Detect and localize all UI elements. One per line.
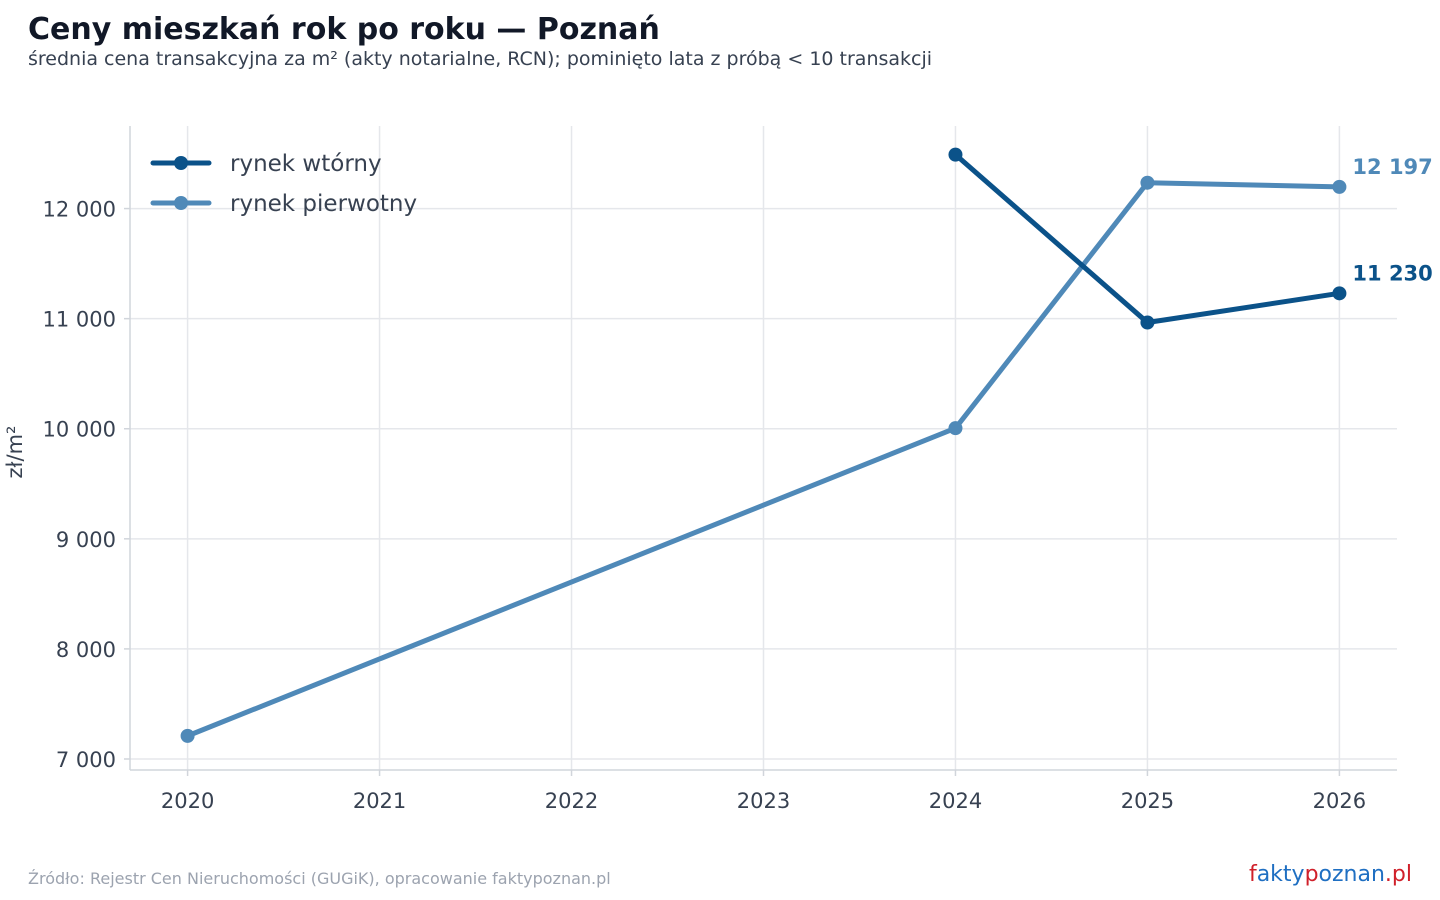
- y-tick-label: 8 000: [56, 638, 116, 662]
- brand-logo-part: p: [1304, 862, 1319, 887]
- x-tick-label: 2020: [161, 789, 214, 813]
- x-tick-label: 2025: [1121, 789, 1174, 813]
- source-note: Źródło: Rejestr Cen Nieruchomości (GUGiK…: [28, 869, 611, 888]
- line-chart: 2020 2021 2022 2023 2024 2025 2026 7 000 8 000 9 …: [3, 126, 1433, 813]
- x-tick-label: 2023: [737, 789, 790, 813]
- y-tick-label: 9 000: [56, 528, 116, 552]
- series-line: [185, 180, 1342, 739]
- y-tick-label: 10 000: [43, 418, 116, 442]
- x-tick-label: 2022: [545, 789, 598, 813]
- data-point: [948, 421, 963, 436]
- legend-swatch-marker: [174, 156, 188, 170]
- data-point: [1332, 179, 1347, 194]
- data-point: [1140, 315, 1155, 330]
- legend-label: rynek pierwotny: [230, 191, 417, 217]
- brand-logo-part: .pl: [1384, 862, 1412, 887]
- x-tick-label: 2024: [929, 789, 982, 813]
- data-point: [180, 728, 195, 743]
- brand-logo-part: oznan: [1318, 862, 1385, 887]
- y-axis-title: zł/m²: [3, 426, 27, 479]
- brand-logo-part: f: [1248, 862, 1257, 887]
- data-point: [1332, 286, 1347, 301]
- y-tick-label: 12 000: [43, 198, 116, 222]
- end-value-label: 12 197: [1352, 155, 1432, 179]
- chart-title: Ceny mieszkań rok po roku — Poznań: [28, 12, 660, 47]
- legend-label: rynek wtórny: [230, 151, 382, 177]
- chart-subtitle: średnia cena transakcyjna za m² (akty no…: [28, 48, 933, 70]
- grid-layer: [130, 126, 1397, 770]
- axis-layer: 2020 2021 2022 2023 2024 2025 2026 7 000 8 000 9 …: [3, 126, 1397, 813]
- y-tick-label: 7 000: [56, 748, 116, 772]
- legend-swatch-marker: [174, 196, 188, 210]
- brand-logo-part: akty: [1256, 862, 1305, 887]
- y-tick-label: 11 000: [43, 308, 116, 332]
- series-layer: 12 197 11 230: [180, 147, 1433, 743]
- x-tick-label: 2021: [353, 789, 406, 813]
- brand-logo: faktypoznan.pl: [1249, 862, 1412, 887]
- x-tick-label: 2026: [1313, 789, 1366, 813]
- end-value-label: 11 230: [1352, 261, 1432, 285]
- data-point: [948, 147, 963, 162]
- data-point: [1140, 175, 1155, 190]
- legend: rynek wtórny rynek pierwotny: [150, 151, 417, 217]
